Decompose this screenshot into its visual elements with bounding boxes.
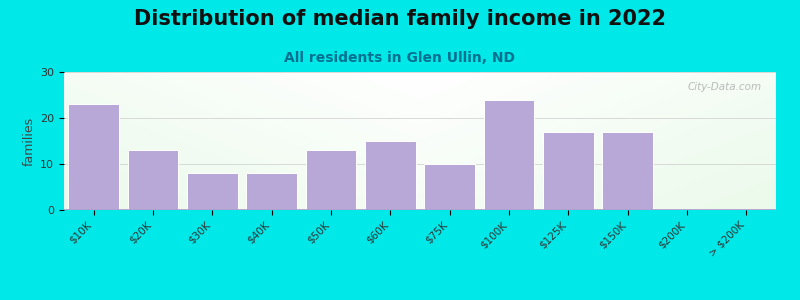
- Bar: [602, 132, 653, 210]
- Bar: [543, 132, 594, 210]
- Bar: [365, 141, 415, 210]
- Bar: [187, 173, 238, 210]
- Text: Distribution of median family income in 2022: Distribution of median family income in …: [134, 9, 666, 29]
- Text: All residents in Glen Ullin, ND: All residents in Glen Ullin, ND: [285, 51, 515, 65]
- Bar: [246, 173, 297, 210]
- Bar: [69, 104, 119, 210]
- Bar: [425, 164, 475, 210]
- Text: City-Data.com: City-Data.com: [688, 82, 762, 92]
- Bar: [128, 150, 178, 210]
- Y-axis label: families: families: [23, 116, 36, 166]
- Bar: [306, 150, 356, 210]
- Bar: [484, 100, 534, 210]
